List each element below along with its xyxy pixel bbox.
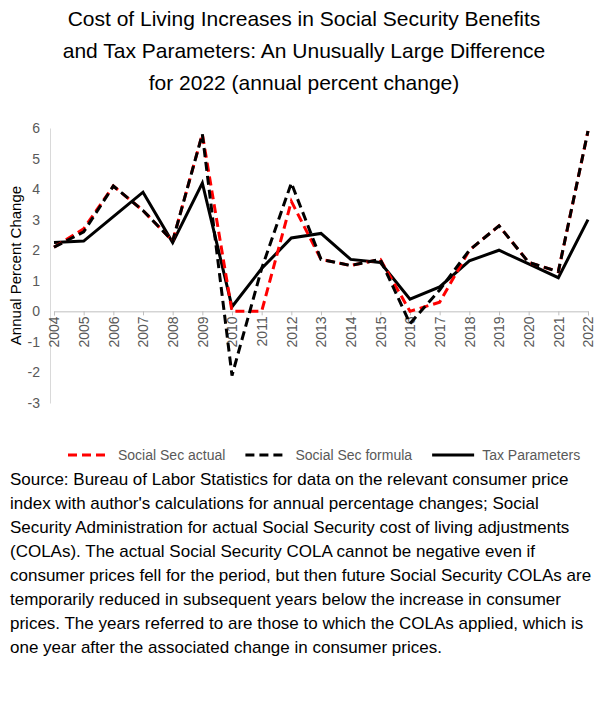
y-axis-title: Annual Percent Change [7,186,24,345]
chart: Cost of Living Increases in Social Secur… [0,0,608,460]
y-tick-label: 1 [32,273,40,289]
x-tick: 2019 [491,311,507,347]
x-tick-mark [173,311,174,315]
x-tick: 2017 [432,311,448,347]
x-tick-mark [588,311,589,315]
title-line: for 2022 (annual percent change) [149,71,460,94]
title-group: Cost of Living Increases in Social Secur… [63,7,546,94]
x-tick-mark [202,311,203,315]
x-tick-label: 2020 [521,316,537,347]
x-tick-mark [54,311,55,315]
legend: Social Sec actual Social Sec formula Tax P… [68,447,580,460]
x-tick: 2004 [46,311,62,347]
y-tick-label: -3 [28,395,41,411]
x-tick: 2012 [284,311,300,347]
x-tick-label: 2016 [402,316,418,347]
legend-item: Social Sec formula [245,447,412,460]
x-tick-label: 2004 [46,316,62,347]
x-tick-mark [143,311,144,315]
x-tick: 2021 [551,311,567,347]
y-tick: 5 [32,151,50,167]
legend-label: Social Sec formula [295,447,412,460]
title: Cost of Living Increases in Social Secur… [63,7,546,94]
y-tick-label: 5 [32,151,40,167]
x-tick: 2018 [462,311,478,347]
x-tick-mark [262,311,263,315]
x-tick-label: 2019 [491,316,507,347]
x-tick-label: 2022 [580,316,596,347]
y-tick-label: -1 [28,334,41,350]
x-tick-mark [351,311,352,315]
x-tick-mark [113,311,114,315]
series-line [54,131,588,311]
x-tick-mark [440,311,441,315]
x-tick: 2013 [313,311,329,347]
y-axis: -3 -2 -1 0 1 2 3 4 5 6 [28,120,51,411]
x-tick-label: 2005 [76,316,92,347]
x-tick-mark [321,311,322,315]
x-axis-line [55,312,589,316]
x-tick: 2008 [165,311,181,347]
x-tick: 2015 [373,311,389,347]
x-tick-label: 2012 [284,316,300,347]
y-tick: -2 [28,364,50,380]
legend-swatch [432,454,474,457]
x-tick-label: 2011 [254,316,270,346]
x-tick: 2011 [254,311,270,346]
x-tick: 2007 [135,311,151,347]
x-tick-label: 2009 [195,316,211,347]
x-tick-label: 2015 [373,316,389,347]
lines [54,131,588,375]
legend-label: Tax Parameters [482,447,580,460]
y-tick-label: -2 [28,364,41,380]
legend-swatch [245,454,287,457]
y-tick: 3 [32,212,50,228]
y-tick: 4 [32,181,50,197]
x-tick-label: 2007 [135,316,151,347]
y-tick: -3 [28,395,50,411]
y-tick-label: 3 [32,212,40,228]
x-tick-mark [232,311,233,315]
x-tick: 2006 [106,311,122,347]
x-tick-label: 2018 [462,316,478,347]
x-tick-label: 2021 [551,316,567,347]
x-tick-mark [291,311,292,315]
legend-label: Social Sec actual [118,447,225,460]
series-line [54,131,588,375]
x-tick: 2005 [76,311,92,347]
y-tick: 1 [32,273,50,289]
y-tick: 6 [32,120,50,136]
x-tick-label: 2014 [343,316,359,347]
y-axis-line [50,129,51,404]
x-tick: 2009 [195,311,211,347]
y-tick: 2 [32,242,50,258]
x-axis: 2004200520062007200820092010201120122013… [46,311,596,347]
x-tick-mark [380,311,381,315]
x-tick-label: 2006 [106,316,122,347]
y-tick-label: 2 [32,242,40,258]
x-tick-label: 2008 [165,316,181,347]
y-tick-label: 4 [32,181,40,197]
x-tick: 2016 [402,311,418,347]
y-tick-label: 6 [32,120,40,136]
legend-item: Tax Parameters [432,447,580,460]
source-note: Source: Bureau of Labor Statistics for d… [10,468,598,660]
title-line: and Tax Parameters: An Unusually Large D… [63,39,546,62]
x-tick: 2020 [521,311,537,347]
x-tick-mark [529,311,530,315]
y-tick-label: 0 [32,303,40,319]
x-tick: 2022 [580,311,596,347]
x-tick-mark [84,311,85,315]
legend-swatch [68,454,110,457]
title-line: Cost of Living Increases in Social Secur… [68,7,541,30]
x-tick: 2014 [343,311,359,347]
x-tick-mark [499,311,500,315]
legend-item: Social Sec actual [68,447,225,460]
x-tick-label: 2013 [313,316,329,347]
x-tick-mark [469,311,470,315]
x-tick-label: 2017 [432,316,448,347]
x-tick-mark [558,311,559,315]
